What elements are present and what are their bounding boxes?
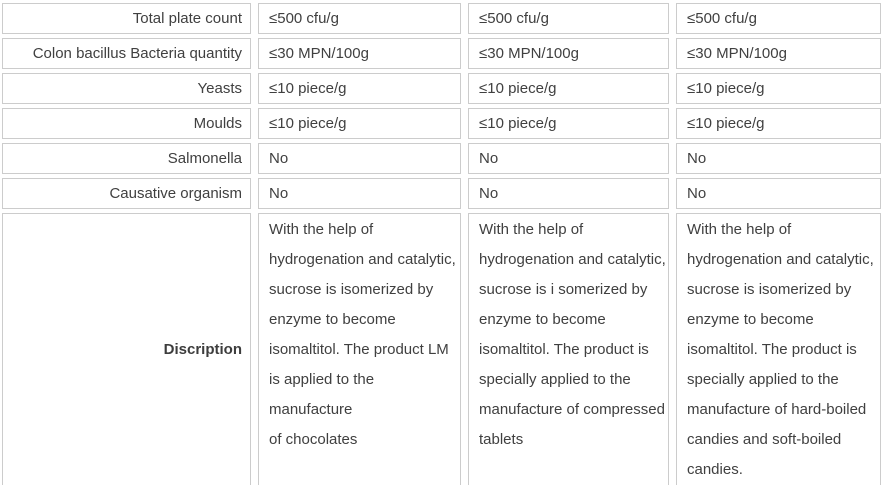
value-cell: No	[258, 143, 461, 174]
value-cell: ≤30 MPN/100g	[468, 38, 669, 69]
row-label-cell: Discription	[2, 213, 251, 485]
value-cell: No	[468, 143, 669, 174]
row-label-cell: Salmonella	[2, 143, 251, 174]
value-cell: ≤30 MPN/100g	[676, 38, 881, 69]
row-label-cell: Yeasts	[2, 73, 251, 104]
value-cell: ≤30 MPN/100g	[258, 38, 461, 69]
value-cell: ≤500 cfu/g	[258, 3, 461, 34]
value-cell: ≤10 piece/g	[468, 108, 669, 139]
value-cell: With the help of hydrogenation and catal…	[258, 213, 461, 485]
value-cell: No	[468, 178, 669, 209]
value-cell: No	[258, 178, 461, 209]
value-cell: ≤500 cfu/g	[468, 3, 669, 34]
value-cell: ≤10 piece/g	[676, 108, 881, 139]
row-label-cell: Colon bacillus Bacteria quantity	[2, 38, 251, 69]
value-cell: With the help of hydrogenation and catal…	[676, 213, 881, 485]
value-cell: No	[676, 143, 881, 174]
value-cell: ≤10 piece/g	[258, 73, 461, 104]
row-label: Moulds	[193, 115, 242, 132]
value-cell: ≤10 piece/g	[468, 73, 669, 104]
row-label: Total plate count	[132, 10, 242, 27]
value-cell: ≤10 piece/g	[676, 73, 881, 104]
value-cell: ≤500 cfu/g	[676, 3, 881, 34]
row-label: Discription	[163, 341, 242, 358]
product-spec-table: Total plate count ≤500 cfu/g ≤500 cfu/g ≤50…	[2, 3, 881, 485]
value-cell: With the help of hydrogenation and catal…	[468, 213, 669, 485]
row-label: Yeasts	[197, 80, 242, 97]
value-cell: No	[676, 178, 881, 209]
row-label: Salmonella	[167, 150, 242, 167]
row-label: Colon bacillus Bacteria quantity	[32, 45, 242, 62]
row-label-cell: Causative organism	[2, 178, 251, 209]
row-label: Causative organism	[109, 185, 242, 202]
value-cell: ≤10 piece/g	[258, 108, 461, 139]
row-label-cell: Moulds	[2, 108, 251, 139]
row-label-cell: Total plate count	[2, 3, 251, 34]
